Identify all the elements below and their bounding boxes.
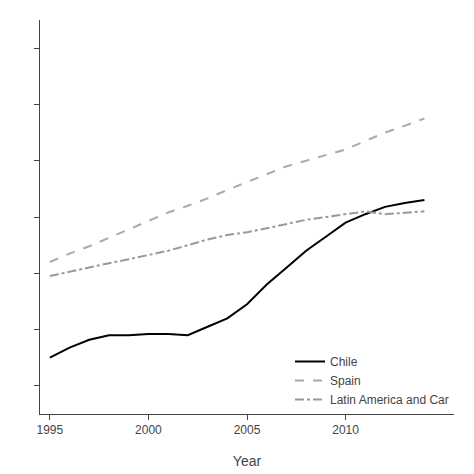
svg-text:Year: Year bbox=[233, 453, 262, 469]
svg-text:Spain: Spain bbox=[330, 374, 361, 388]
svg-text:2005: 2005 bbox=[234, 423, 261, 437]
svg-text:Latin America and Car: Latin America and Car bbox=[330, 393, 449, 407]
svg-text:2010: 2010 bbox=[332, 423, 359, 437]
svg-text:1995: 1995 bbox=[37, 423, 64, 437]
svg-text:2000: 2000 bbox=[135, 423, 162, 437]
svg-text:Chile: Chile bbox=[330, 355, 358, 369]
